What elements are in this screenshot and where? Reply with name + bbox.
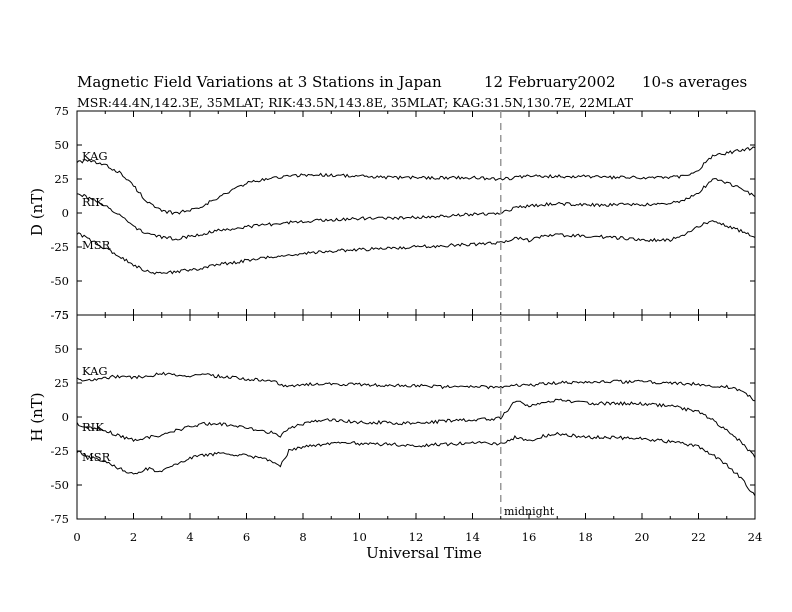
y-tick-label: 75 xyxy=(54,308,69,322)
y-tick-label: -75 xyxy=(50,308,69,322)
y-tick-label: -25 xyxy=(50,444,69,458)
x-tick-label: 14 xyxy=(465,530,480,544)
chart-title: Magnetic Field Variations at 3 Stations … xyxy=(77,73,442,91)
x-tick-label: 4 xyxy=(186,530,193,544)
x-tick-label: 6 xyxy=(243,530,250,544)
x-tick-label: 12 xyxy=(409,530,424,544)
x-tick-label: 20 xyxy=(635,530,650,544)
chart-averaging: 10-s averages xyxy=(642,73,748,91)
x-tick-label: 24 xyxy=(748,530,763,544)
series-label-msr: MSR xyxy=(82,238,111,252)
x-tick-label: 18 xyxy=(578,530,593,544)
y-tick-label: 75 xyxy=(54,104,69,118)
y-tick-label: -50 xyxy=(50,274,69,288)
y-tick-label: 25 xyxy=(54,172,69,186)
y-tick-label: -75 xyxy=(50,512,69,526)
series-label-kag: KAG xyxy=(82,149,108,163)
series-label-rik: RIK xyxy=(82,195,104,209)
chart-date: 12 February2002 xyxy=(484,73,616,91)
series-line-rik xyxy=(76,178,756,241)
d-panel-ylabel: D (nT) xyxy=(28,188,46,236)
h-panel-ylabel: H (nT) xyxy=(28,392,46,441)
series-line-kag xyxy=(76,146,756,216)
series-label-kag: KAG xyxy=(82,364,108,378)
series-line-kag xyxy=(76,371,756,402)
series-label-rik: RIK xyxy=(82,420,104,434)
stations-subtitle: MSR:44.4N,142.3E, 35MLAT; RIK:43.5N,143.… xyxy=(77,95,633,110)
series-line-rik xyxy=(76,398,756,459)
x-tick-label: 8 xyxy=(299,530,306,544)
y-tick-label: -50 xyxy=(50,478,69,492)
x-tick-label: 2 xyxy=(130,530,137,544)
x-tick-label: 22 xyxy=(691,530,706,544)
y-tick-label: 25 xyxy=(54,376,69,390)
series-label-msr: MSR xyxy=(82,450,111,464)
midnight-label: midnight xyxy=(504,505,555,518)
panel-frame xyxy=(76,314,756,520)
y-tick-label: 0 xyxy=(62,206,69,220)
series-line-msr xyxy=(76,431,756,497)
x-axis-label: Universal Time xyxy=(366,544,482,562)
y-tick-label: 50 xyxy=(54,138,69,152)
y-tick-label: -25 xyxy=(50,240,69,254)
y-tick-label: 0 xyxy=(62,410,69,424)
y-tick-label: 50 xyxy=(54,342,69,356)
x-tick-label: 0 xyxy=(73,530,80,544)
x-tick-label: 16 xyxy=(522,530,537,544)
x-tick-label: 10 xyxy=(352,530,367,544)
series-line-msr xyxy=(76,220,756,275)
